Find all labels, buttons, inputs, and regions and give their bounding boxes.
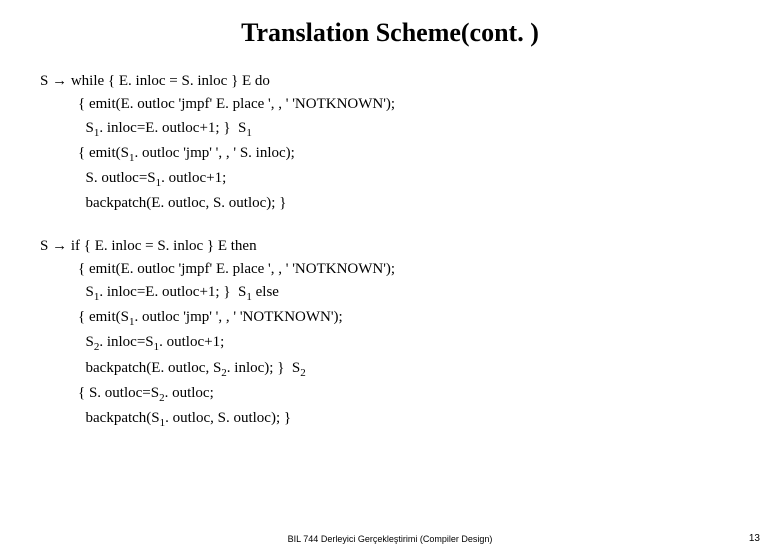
code-line: S → if { E. inloc = S. inloc } E then	[40, 235, 750, 258]
slide-title: Translation Scheme(cont. )	[0, 18, 780, 48]
code-line: S1. inloc=E. outloc+1; } S1	[40, 117, 750, 142]
code-line: { emit(E. outloc 'jmpf' E. place ', , ' …	[40, 93, 750, 116]
code-line: S2. inloc=S1. outloc+1;	[40, 331, 750, 356]
code-line: { emit(E. outloc 'jmpf' E. place ', , ' …	[40, 258, 750, 281]
text: { emit(S	[78, 309, 129, 325]
subscript: 1	[246, 127, 252, 139]
block-while: S → while { E. inloc = S. inloc } E do {…	[40, 70, 750, 215]
text: else	[252, 284, 279, 300]
text: . outloc 'jmp' ', , ' 'NOTKNOWN');	[134, 309, 342, 325]
text: . outloc+1;	[159, 334, 224, 350]
subscript: 2	[300, 367, 306, 379]
text: . inloc=E. outloc+1; } S	[99, 284, 246, 300]
block-if: S → if { E. inloc = S. inloc } E then { …	[40, 235, 750, 432]
code-line: { emit(S1. outloc 'jmp' ', , ' 'NOTKNOWN…	[40, 306, 750, 331]
text: . outloc 'jmp' ', , ' S. inloc);	[134, 145, 294, 161]
text: S	[40, 73, 52, 89]
text: backpatch(S	[78, 410, 160, 426]
text: S	[40, 238, 52, 254]
text: S	[78, 334, 94, 350]
code-line: S → while { E. inloc = S. inloc } E do	[40, 70, 750, 93]
code-line: backpatch(E. outloc, S. outloc); }	[40, 192, 750, 215]
text: if { E. inloc = S. inloc } E then	[67, 238, 257, 254]
footer-text: BIL 744 Derleyici Gerçekleştirimi (Compi…	[0, 534, 780, 544]
arrow-icon: →	[52, 238, 67, 254]
text: . inloc); } S	[227, 360, 300, 376]
text: while { E. inloc = S. inloc } E do	[67, 73, 270, 89]
text: . outloc, S. outloc); }	[165, 410, 291, 426]
page-number: 13	[749, 533, 760, 544]
code-line: { S. outloc=S2. outloc;	[40, 382, 750, 407]
code-line: S. outloc=S1. outloc+1;	[40, 167, 750, 192]
text: { emit(S	[78, 145, 129, 161]
code-line: backpatch(E. outloc, S2. inloc); } S2	[40, 357, 750, 382]
text: { S. outloc=S	[78, 385, 159, 401]
code-line: { emit(S1. outloc 'jmp' ', , ' S. inloc)…	[40, 142, 750, 167]
text: . inloc=E. outloc+1; } S	[99, 120, 246, 136]
text: S. outloc=S	[78, 170, 156, 186]
content-area: S → while { E. inloc = S. inloc } E do {…	[40, 70, 750, 432]
text: backpatch(E. outloc, S	[78, 360, 221, 376]
text: . outloc;	[165, 385, 214, 401]
code-line: backpatch(S1. outloc, S. outloc); }	[40, 407, 750, 432]
code-line: S1. inloc=E. outloc+1; } S1 else	[40, 281, 750, 306]
text: . inloc=S	[99, 334, 153, 350]
text: S	[78, 284, 94, 300]
text: . outloc+1;	[161, 170, 226, 186]
arrow-icon: →	[52, 73, 67, 89]
text: S	[78, 120, 94, 136]
